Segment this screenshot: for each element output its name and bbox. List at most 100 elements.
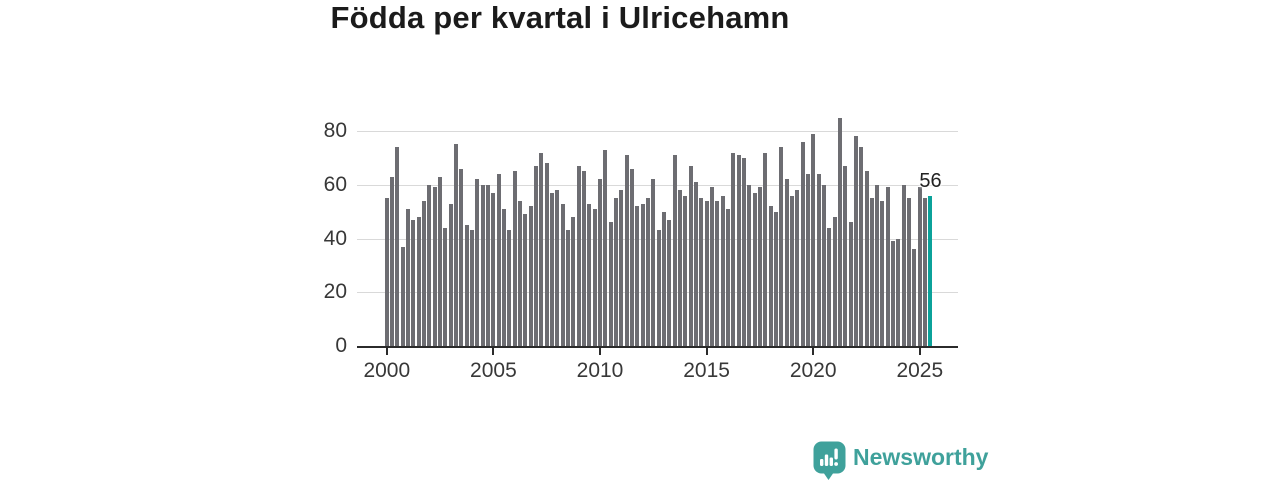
bar [475,179,480,346]
bar [848,222,853,346]
bar [917,187,922,346]
bar [395,147,400,346]
bar [400,246,405,346]
bar [555,190,560,346]
bar [864,171,869,346]
bar [832,217,837,346]
last-value-label: 56 [919,169,942,192]
bar [539,152,544,346]
bar [912,249,917,346]
x-tick-mark [918,348,921,355]
bar [624,155,629,346]
bar [885,187,890,346]
bar [688,165,693,346]
bar [629,168,634,346]
x-tick-label: 2020 [789,359,837,382]
bar [432,187,437,346]
bar [518,200,523,346]
x-tick-mark [705,348,708,355]
bar [789,195,794,346]
bar [827,227,832,346]
bar [811,133,816,346]
bar [672,155,677,346]
bar [656,230,661,346]
bar [448,203,453,346]
gridline [357,131,958,132]
bar [619,190,624,346]
x-tick-mark [492,348,495,355]
bar [720,195,725,346]
bar [502,208,507,346]
bar [592,208,597,346]
bar [677,190,682,346]
bar [613,198,618,346]
bar [891,241,896,346]
newsworthy-bar-chart-bubble-icon [813,441,846,480]
bar [406,208,411,346]
bar [438,176,443,346]
bar [907,198,912,346]
y-tick-label: 60 [323,172,347,196]
highlighted-bar [928,195,933,346]
bar [859,147,864,346]
bar [582,171,586,346]
bar [795,190,800,346]
bar [480,184,485,346]
bar [416,217,421,346]
bar [635,206,640,346]
bar [470,230,475,346]
bar [741,157,746,346]
gridline [357,184,958,186]
bar [875,184,880,346]
y-tick-label: 80 [323,119,347,142]
bar [693,182,698,346]
bar [880,200,885,346]
bar [427,184,432,346]
x-axis-line [357,346,958,348]
bar [896,238,901,346]
plot-area: 0 20 40 60 80 2000 2005 2010 2015 2020 2025 56 [324,110,958,382]
bar [699,198,704,346]
bar [486,184,491,346]
bar [715,200,720,346]
bar [566,230,571,346]
bar [645,198,650,346]
bar [923,198,928,346]
bar [544,163,549,346]
bar [821,184,826,346]
bar [773,211,778,346]
bar [747,184,752,346]
y-tick-label: 0 [335,334,347,357]
chart-title: Födda per kvartal i Ulricehamn [330,0,790,35]
bar [640,203,645,346]
bar [507,230,512,346]
bar [587,203,592,346]
bar [603,149,608,346]
bar [853,136,858,346]
bar [816,174,821,346]
bar [779,147,784,346]
newsworthy-wordmark: Newsworthy [853,444,989,470]
bar [550,192,555,346]
bar [731,152,736,346]
bar [422,200,427,346]
bar [704,200,709,346]
x-tick-label: 2000 [363,359,411,382]
bar [763,152,768,346]
bar [411,219,416,346]
x-tick-mark [385,348,388,355]
bar [725,208,730,346]
bar [736,155,741,346]
bar [651,179,656,346]
x-tick-mark [599,348,601,355]
bar [869,198,874,346]
bar [384,198,389,346]
bar [454,144,459,346]
bar [390,176,395,346]
bar [768,206,773,346]
bar [443,227,448,346]
bar [837,117,842,346]
bar [459,168,464,346]
bar [667,219,672,346]
bar [752,192,757,346]
